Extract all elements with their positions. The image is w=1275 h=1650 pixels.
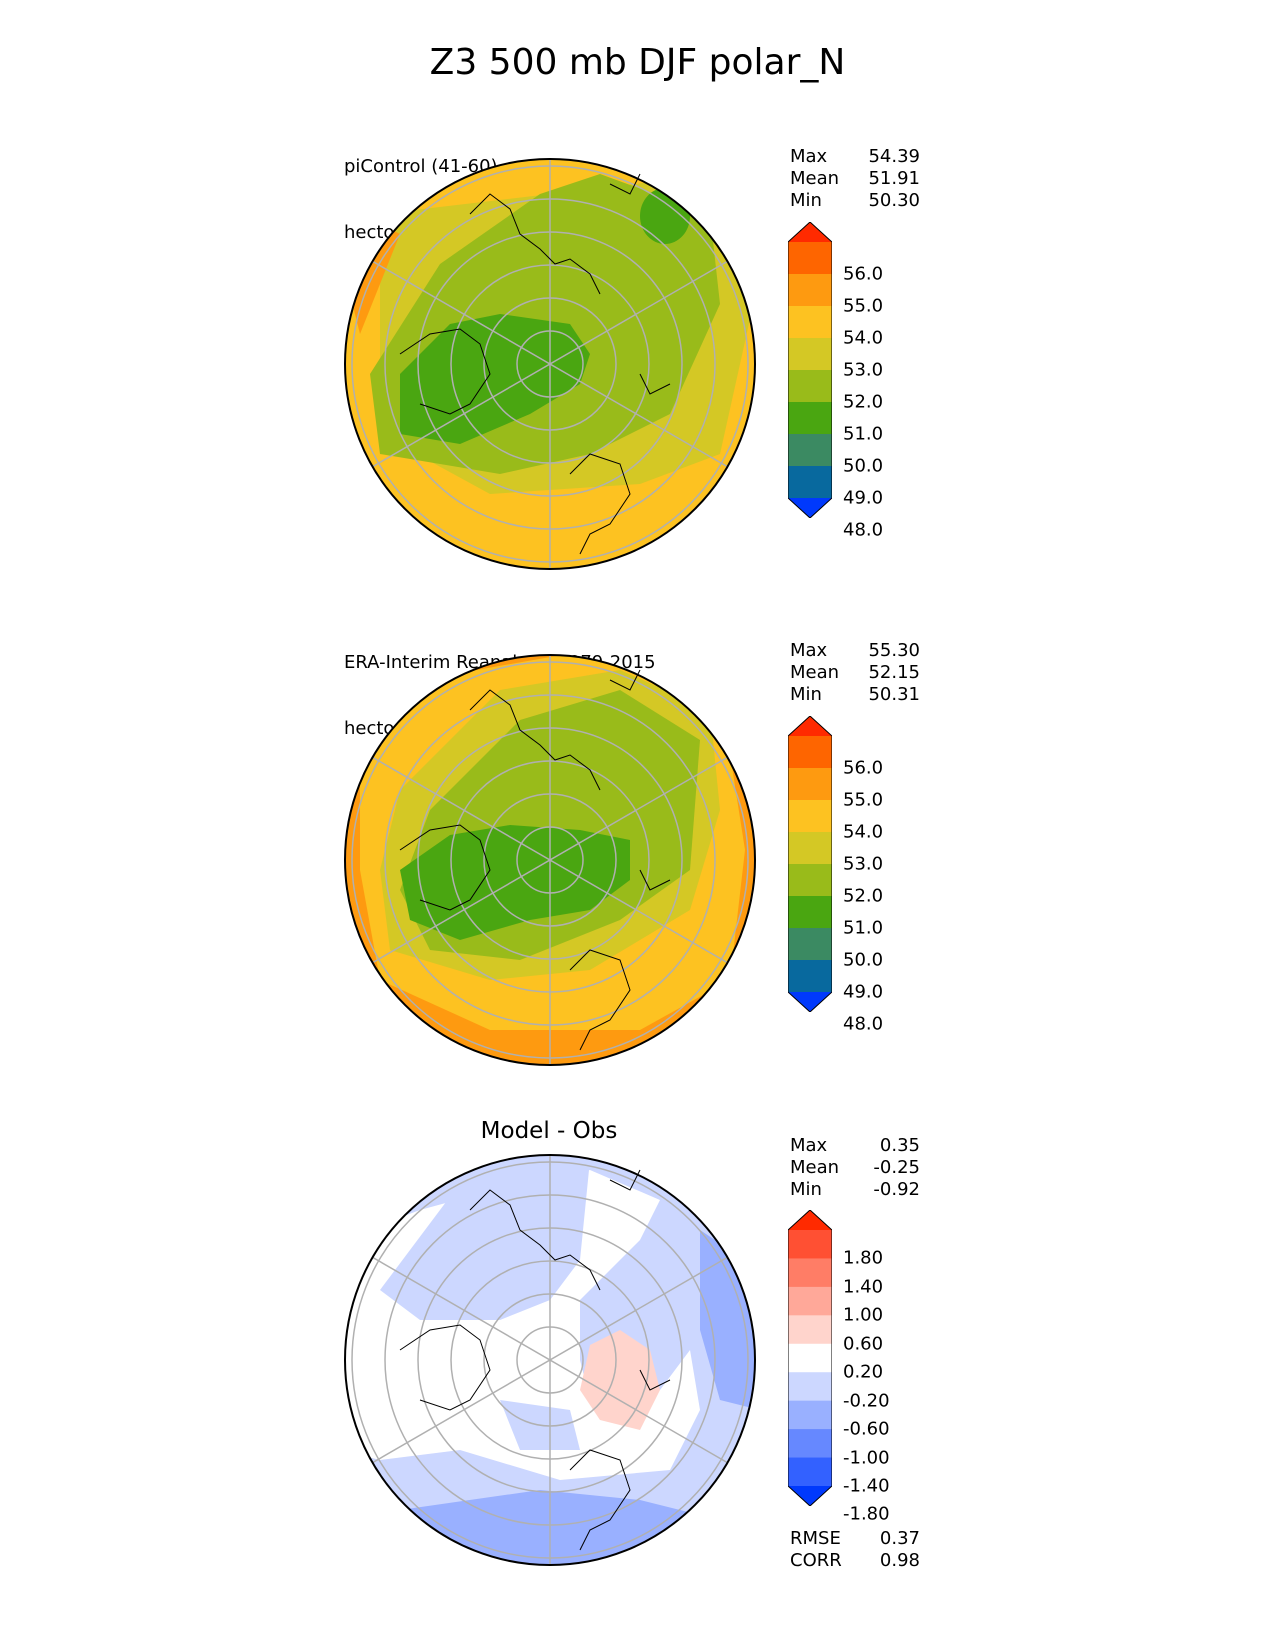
- stat-max: 55.30: [868, 640, 920, 661]
- colorbar-segment: [788, 1457, 832, 1487]
- colorbar-segment: [788, 338, 832, 371]
- colorbar-tick-label: -0.20: [843, 1390, 890, 1412]
- colorbar-tick-label: 55.0: [843, 295, 884, 317]
- colorbar-extend-min: [788, 992, 832, 1012]
- colorbar-segment: [788, 402, 832, 435]
- map-fill-light-blue-2: [380, 1155, 590, 1320]
- panel-3-polar-map: [344, 1154, 756, 1566]
- colorbar-tick-label: 51.0: [843, 917, 884, 939]
- colorbar-tick-label: 56.0: [843, 263, 884, 285]
- coastlines: [399, 173, 671, 555]
- colorbar-segment: [788, 1315, 832, 1345]
- colorbar-tick-label: 49.0: [843, 981, 884, 1003]
- colorbar-tick-label: -1.80: [843, 1503, 890, 1525]
- colorbar-tick-label: 48.0: [843, 1013, 884, 1035]
- colorbar-extend-max: [788, 1210, 832, 1230]
- map-boundary: [344, 1154, 756, 1566]
- colorbar-tick-label: -1.00: [843, 1447, 890, 1469]
- panel-3-stats: Max 0.35 Mean -0.25 Min -0.92: [790, 1135, 920, 1200]
- colorbar-segment: [788, 960, 832, 993]
- stat-min: -0.92: [873, 1179, 920, 1200]
- colorbar-segment: [788, 434, 832, 467]
- map-boundary: [344, 654, 756, 1066]
- graticule: [351, 655, 749, 1065]
- panel-2-polar-map: [344, 654, 756, 1066]
- colorbar-tick-label: 1.80: [843, 1247, 884, 1269]
- colorbar-segment: [788, 1372, 832, 1402]
- stat-mean: 52.15: [868, 662, 920, 683]
- colorbar-tick-label: 54.0: [843, 821, 884, 843]
- colorbar-segment: [788, 1230, 832, 1259]
- colorbar-segment: [788, 274, 832, 307]
- stat-mean: -0.25: [873, 1157, 920, 1178]
- panel-1-stats: Max 54.39 Mean 51.91 Min 50.30: [790, 146, 920, 211]
- stat-max: 0.35: [879, 1135, 920, 1156]
- colorbar-tick-label: 0.60: [843, 1333, 884, 1355]
- panel-1-colorbar: 56.0 55.0 54.0 53.0 52.0 51.0 50.0 49.0 48.0: [788, 222, 918, 541]
- panel-3-colorbar: 1.80 1.40 1.00 0.60 0.20 -0.20 -0.60 -1.00 -1.40…: [788, 1210, 918, 1525]
- map-fill-core: [400, 825, 630, 940]
- colorbar-tick-label: 51.0: [843, 423, 884, 445]
- colorbar-extend-max: [788, 222, 832, 242]
- stat-min: 50.30: [868, 190, 920, 211]
- colorbar-segment: [788, 1400, 832, 1430]
- coastlines: [399, 669, 671, 1051]
- panel-3-metrics: RMSE 0.37 CORR 0.98: [790, 1528, 920, 1571]
- colorbar-segment: [788, 864, 832, 897]
- colorbar-segment: [788, 736, 832, 769]
- graticule: [351, 1155, 749, 1565]
- colorbar-extend-min: [788, 498, 832, 518]
- figure-title: Z3 500 mb DJF polar_N: [429, 42, 846, 83]
- colorbar-segment: [788, 896, 832, 929]
- colorbar-segment: [788, 306, 832, 339]
- colorbar-segment: [788, 466, 832, 499]
- panel-2-stats: Max 55.30 Mean 52.15 Min 50.31: [790, 640, 920, 705]
- colorbar-tick-label: 1.00: [843, 1304, 884, 1326]
- colorbar-tick-label: -0.60: [843, 1418, 890, 1440]
- map-fill-core: [400, 314, 590, 444]
- graticule: [351, 159, 749, 569]
- panel-2-colorbar: 56.0 55.0 54.0 53.0 52.0 51.0 50.0 49.0 48.0: [788, 716, 918, 1035]
- colorbar-tick-label: 56.0: [843, 757, 884, 779]
- colorbar-tick-label: 50.0: [843, 455, 884, 477]
- colorbar-extend-max: [788, 716, 832, 736]
- colorbar-tick-label: 53.0: [843, 359, 884, 381]
- panel-1-polar-map: [344, 158, 756, 570]
- colorbar-tick-label: -1.40: [843, 1475, 890, 1497]
- colorbar-tick-label: 0.20: [843, 1361, 884, 1383]
- map-boundary: [344, 158, 756, 570]
- colorbar-segment: [788, 1286, 832, 1316]
- map-fill-pink: [580, 1330, 660, 1430]
- coastlines: [399, 1169, 671, 1551]
- metric-corr: 0.98: [879, 1550, 920, 1571]
- colorbar-tick-label: 54.0: [843, 327, 884, 349]
- colorbar-segment: [788, 832, 832, 865]
- colorbar-tick-label: 48.0: [843, 519, 884, 541]
- colorbar-extend-min: [788, 1486, 832, 1506]
- colorbar-tick-label: 50.0: [843, 949, 884, 971]
- colorbar-tick-label: 52.0: [843, 391, 884, 413]
- colorbar-segment: [788, 242, 832, 275]
- colorbar-tick-label: 55.0: [843, 789, 884, 811]
- colorbar-segment: [788, 1429, 832, 1459]
- stat-min: 50.31: [868, 684, 920, 705]
- panel-3-title: Model - Obs: [480, 1118, 618, 1144]
- colorbar-tick-label: 1.40: [843, 1276, 884, 1298]
- colorbar-tick-label: 49.0: [843, 487, 884, 509]
- colorbar-segment: [788, 1258, 832, 1288]
- colorbar-segment: [788, 370, 832, 403]
- stat-max: 54.39: [868, 146, 920, 167]
- colorbar-segment: [788, 928, 832, 961]
- metric-rmse: 0.37: [879, 1528, 920, 1549]
- colorbar-segment: [788, 800, 832, 833]
- colorbar-segment: [788, 768, 832, 801]
- colorbar-tick-label: 52.0: [843, 885, 884, 907]
- colorbar-tick-label: 53.0: [843, 853, 884, 875]
- stat-mean: 51.91: [868, 168, 920, 189]
- colorbar-segment: [788, 1343, 832, 1373]
